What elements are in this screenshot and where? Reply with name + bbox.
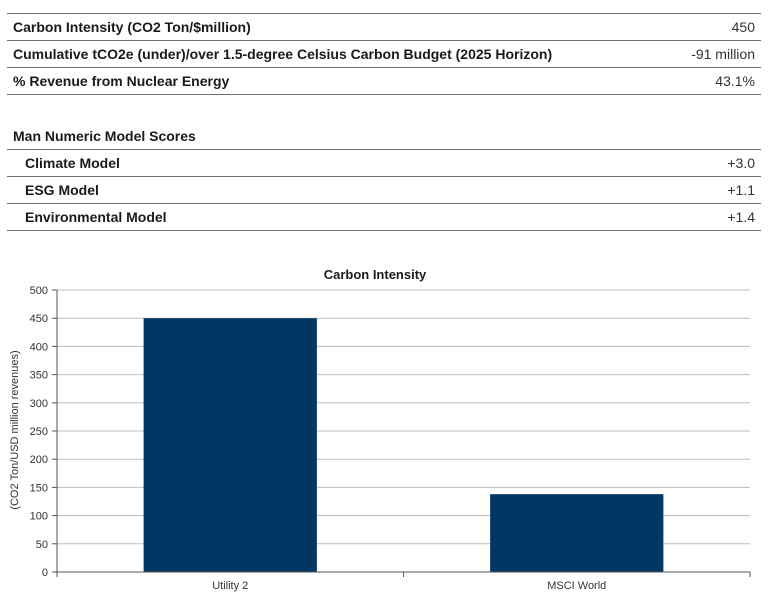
score-value: +3.0 xyxy=(727,155,755,171)
y-tick-label: 150 xyxy=(30,482,48,494)
metric-value: 43.1% xyxy=(715,73,755,89)
metric-row-carbon-intensity: Carbon Intensity (CO2 Ton/$million) 450 xyxy=(7,14,761,41)
x-tick-label: MSCI World xyxy=(547,580,606,592)
y-tick-label: 250 xyxy=(30,426,48,438)
x-tick-label: Utility 2 xyxy=(212,580,248,592)
bar-msci-world xyxy=(490,494,664,572)
y-axis-label: (CO2 Ton/USD million revenues) xyxy=(9,350,21,509)
scores-table: Climate Model +3.0 ESG Model +1.1 Enviro… xyxy=(7,149,761,231)
metric-row-nuclear-revenue: % Revenue from Nuclear Energy 43.1% xyxy=(7,68,761,95)
score-label: Environmental Model xyxy=(25,209,167,225)
bars xyxy=(143,318,664,572)
scores-section-title: Man Numeric Model Scores xyxy=(13,128,196,144)
score-label: Climate Model xyxy=(25,155,120,171)
y-tick-label: 200 xyxy=(30,454,48,466)
y-tick-label: 350 xyxy=(30,370,48,382)
metrics-table: Carbon Intensity (CO2 Ton/$million) 450 … xyxy=(7,13,761,95)
metric-label: % Revenue from Nuclear Energy xyxy=(13,73,230,89)
y-tick-label: 400 xyxy=(30,341,48,353)
score-row-esg: ESG Model +1.1 xyxy=(7,177,761,204)
y-tick-label: 300 xyxy=(30,398,48,410)
metric-label: Carbon Intensity (CO2 Ton/$million) xyxy=(13,19,251,35)
score-row-environmental: Environmental Model +1.4 xyxy=(7,204,761,231)
metric-value: 450 xyxy=(731,19,755,35)
y-tick-label: 100 xyxy=(30,511,48,523)
score-label: ESG Model xyxy=(25,182,99,198)
score-value: +1.4 xyxy=(727,209,755,225)
score-value: +1.1 xyxy=(727,182,755,198)
metric-label: Cumulative tCO2e (under)/over 1.5-degree… xyxy=(13,46,553,62)
y-tick-label: 50 xyxy=(36,539,48,551)
metric-value: -91 million xyxy=(691,46,755,62)
axes: 0 50 100 150 200 250 300 350 400 450 500 Utility 2 M… xyxy=(30,285,751,592)
y-tick-label: 500 xyxy=(30,285,48,297)
y-tick-label: 0 xyxy=(42,567,48,579)
carbon-intensity-chart: Carbon Intensity (CO2 Ton/USD million re… xyxy=(0,258,770,594)
score-row-climate: Climate Model +3.0 xyxy=(7,150,761,177)
chart-title: Carbon Intensity xyxy=(324,267,427,282)
chart-canvas: Carbon Intensity (CO2 Ton/USD million re… xyxy=(9,267,751,592)
bar-utility-2 xyxy=(143,318,317,572)
metric-row-carbon-budget: Cumulative tCO2e (under)/over 1.5-degree… xyxy=(7,41,761,68)
y-tick-label: 450 xyxy=(30,313,48,325)
